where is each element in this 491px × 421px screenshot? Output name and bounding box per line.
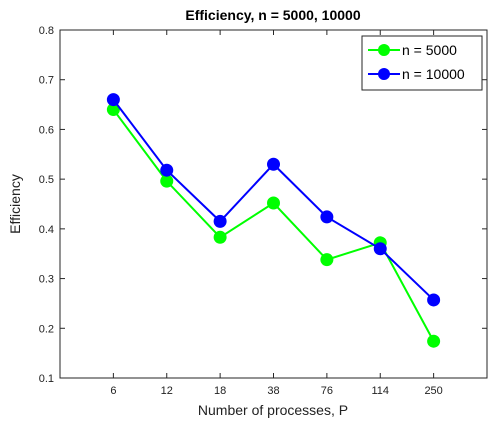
legend-marker [378, 44, 390, 56]
data-point [320, 253, 334, 267]
x-tick-label: 76 [321, 385, 333, 397]
y-tick-label: 0.6 [39, 124, 54, 136]
y-tick-label: 0.7 [39, 75, 54, 87]
data-point [213, 230, 227, 244]
y-tick-label: 0.2 [39, 323, 54, 335]
data-point [427, 293, 441, 307]
y-tick-label: 0.5 [39, 174, 54, 186]
y-axis-label: Efficiency [7, 174, 23, 234]
legend-label: n = 10000 [402, 66, 465, 82]
data-point [427, 334, 441, 348]
data-point [320, 210, 334, 224]
y-tick-label: 0.8 [39, 25, 54, 37]
data-point [267, 157, 280, 171]
series-group [106, 93, 441, 348]
y-tick-label: 0.4 [39, 224, 54, 236]
x-tick-label: 38 [267, 385, 279, 397]
x-axis-label: Number of processes, P [198, 402, 348, 418]
x-tick-label: 12 [161, 385, 173, 397]
axis-ticks: 0.1 0.2 0.3 0.4 0.5 0.6 0.7 0.8 6 12 18 38 76 114 250 [39, 25, 487, 397]
data-point [267, 196, 280, 210]
chart-title: Efficiency, n = 5000, 10000 [185, 7, 360, 23]
data-point [373, 242, 387, 256]
legend-marker [378, 68, 390, 80]
data-point [106, 93, 120, 107]
legend: n = 5000 n = 10000 [361, 35, 483, 91]
data-point [160, 174, 174, 188]
x-tick-label: 18 [214, 385, 226, 397]
x-tick-label: 250 [424, 385, 442, 397]
x-tick-label: 6 [110, 385, 116, 397]
data-point [213, 214, 227, 228]
y-tick-label: 0.3 [39, 274, 54, 286]
y-tick-label: 0.1 [39, 373, 54, 385]
legend-label: n = 5000 [402, 42, 457, 58]
x-tick-label: 114 [371, 385, 389, 397]
data-point [160, 163, 174, 177]
